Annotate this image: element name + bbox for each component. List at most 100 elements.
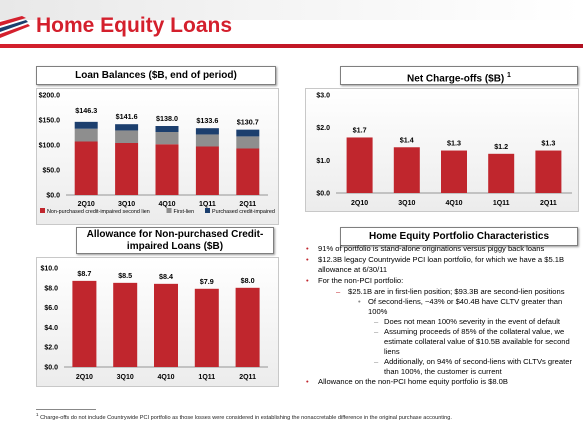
footnote-rule [36, 409, 96, 410]
bar [535, 150, 562, 193]
bar-value-label: $1.3 [541, 139, 555, 148]
bullet-item: $25.1B are in first-lien position; $93.3… [304, 287, 576, 297]
bullet-item: Allowance on the non-PCI home equity por… [304, 377, 576, 387]
bar-segment [74, 121, 98, 129]
bar-value-label: $138.0 [156, 114, 178, 123]
title-underline [0, 44, 583, 48]
x-tick-label: 3Q10 [118, 201, 135, 208]
page-title: Home Equity Loans [36, 14, 233, 37]
bullet-item: Assuming proceeds of 85% of the collater… [304, 327, 576, 357]
bar-segment [195, 128, 219, 135]
bar [346, 137, 373, 193]
x-tick-label: 2Q10 [351, 200, 368, 207]
legend-swatch [205, 208, 210, 213]
legend-label: Non-purchased credit-impaired second lie… [47, 209, 150, 215]
bar-segment [195, 134, 219, 147]
bar-segment [155, 132, 179, 145]
bar [72, 280, 97, 367]
x-tick-label: 1Q11 [198, 374, 215, 381]
net-chargeoffs-title: Net Charge-offs ($B) 1 [340, 66, 578, 85]
legend-swatch [166, 208, 172, 213]
flag-logo-icon [0, 16, 30, 38]
y-tick-label: $8.0 [44, 285, 58, 292]
y-tick-label: $200.0 [39, 93, 61, 100]
bar-segment [155, 126, 179, 132]
bullet-item: Additionally, on 94% of second-liens wit… [304, 357, 576, 377]
x-tick-label: 3Q10 [117, 374, 134, 381]
footnote: 1 Charge-offs do not include Countrywide… [36, 412, 452, 421]
allowance-title-line-2: impaired Loans ($B) [126, 241, 224, 252]
bullet-item: Of second-liens, ~43% or $40.4B have CLT… [304, 297, 576, 317]
bar-value-label: $1.3 [447, 139, 461, 148]
loan-balances-title: Loan Balances ($B, end of period) [36, 66, 276, 85]
bar-value-label: $130.7 [237, 118, 259, 127]
bar [154, 283, 178, 367]
legend-swatch [40, 208, 45, 213]
y-tick-label: $50.0 [42, 168, 60, 175]
y-tick-label: $0.0 [316, 191, 330, 198]
y-tick-label: $4.0 [44, 325, 58, 332]
bar-segment [155, 144, 179, 195]
bar [194, 288, 219, 367]
x-tick-label: 2Q10 [78, 201, 95, 208]
y-tick-label: $150.0 [39, 118, 61, 125]
bar [488, 153, 515, 193]
x-tick-label: 4Q10 [445, 200, 462, 207]
bar-segment [74, 128, 98, 142]
bar-value-label: $146.3 [75, 106, 97, 115]
bar [393, 147, 420, 193]
y-tick-label: $2.0 [316, 125, 330, 132]
bar-value-label: $1.2 [494, 142, 508, 151]
bar-value-label: $1.7 [353, 125, 367, 134]
legend-label: Purchased credit-impaired [212, 209, 275, 215]
bar [113, 282, 138, 367]
bar-segment [74, 141, 98, 195]
bar-segment [236, 129, 260, 137]
bar-segment [236, 148, 260, 195]
bar-segment [115, 124, 139, 131]
y-tick-label: $0.0 [44, 365, 58, 372]
y-tick-label: $0.0 [46, 193, 60, 200]
bar [441, 150, 467, 193]
bullet-item: For the non-PCI portfolio: [304, 276, 576, 286]
y-tick-label: $6.0 [44, 305, 58, 312]
x-tick-label: 1Q11 [199, 201, 216, 208]
y-tick-label: $3.0 [316, 93, 330, 100]
footnote-ref: 1 [507, 72, 511, 79]
bar-value-label: $8.4 [159, 272, 173, 281]
x-tick-label: 1Q11 [493, 200, 510, 207]
y-tick-label: $10.0 [40, 266, 58, 273]
x-tick-label: 2Q11 [239, 201, 256, 208]
bar-segment [115, 130, 139, 143]
bullet-item: Does not mean 100% severity in the event… [304, 317, 576, 327]
y-tick-label: $1.0 [316, 158, 330, 165]
bullet-item: 91% of portfolio is stand-alone originat… [304, 244, 576, 254]
bar-value-label: $7.9 [200, 277, 214, 286]
y-tick-label: $2.0 [44, 345, 58, 352]
x-tick-label: 2Q11 [540, 200, 557, 207]
characteristics-list: 91% of portfolio is stand-alone originat… [304, 244, 576, 388]
allowance-title-line-1: Allowance for Non-purchased Credit- [86, 229, 264, 240]
bar-value-label: $8.0 [241, 276, 255, 285]
x-tick-label: 4Q10 [158, 201, 175, 208]
x-tick-label: 3Q10 [398, 200, 415, 207]
bar-value-label: $133.6 [196, 116, 218, 125]
x-tick-label: 2Q10 [76, 374, 93, 381]
bar [235, 287, 260, 367]
bullet-item: $12.3B legacy Countrywide PCI loan portf… [304, 255, 576, 275]
y-tick-label: $100.0 [39, 143, 61, 150]
bar-segment [195, 146, 219, 195]
bar-value-label: $8.7 [77, 269, 91, 278]
bar-value-label: $8.5 [118, 271, 132, 280]
allowance-title: Allowance for Non-purchased Credit- impa… [76, 227, 274, 254]
bar-segment [115, 143, 139, 195]
bar-value-label: $141.6 [116, 112, 138, 121]
x-tick-label: 4Q10 [157, 374, 174, 381]
bar-segment [236, 136, 260, 149]
x-tick-label: 2Q11 [239, 374, 256, 381]
legend-label: First-lien [174, 209, 195, 215]
bar-value-label: $1.4 [400, 135, 414, 144]
